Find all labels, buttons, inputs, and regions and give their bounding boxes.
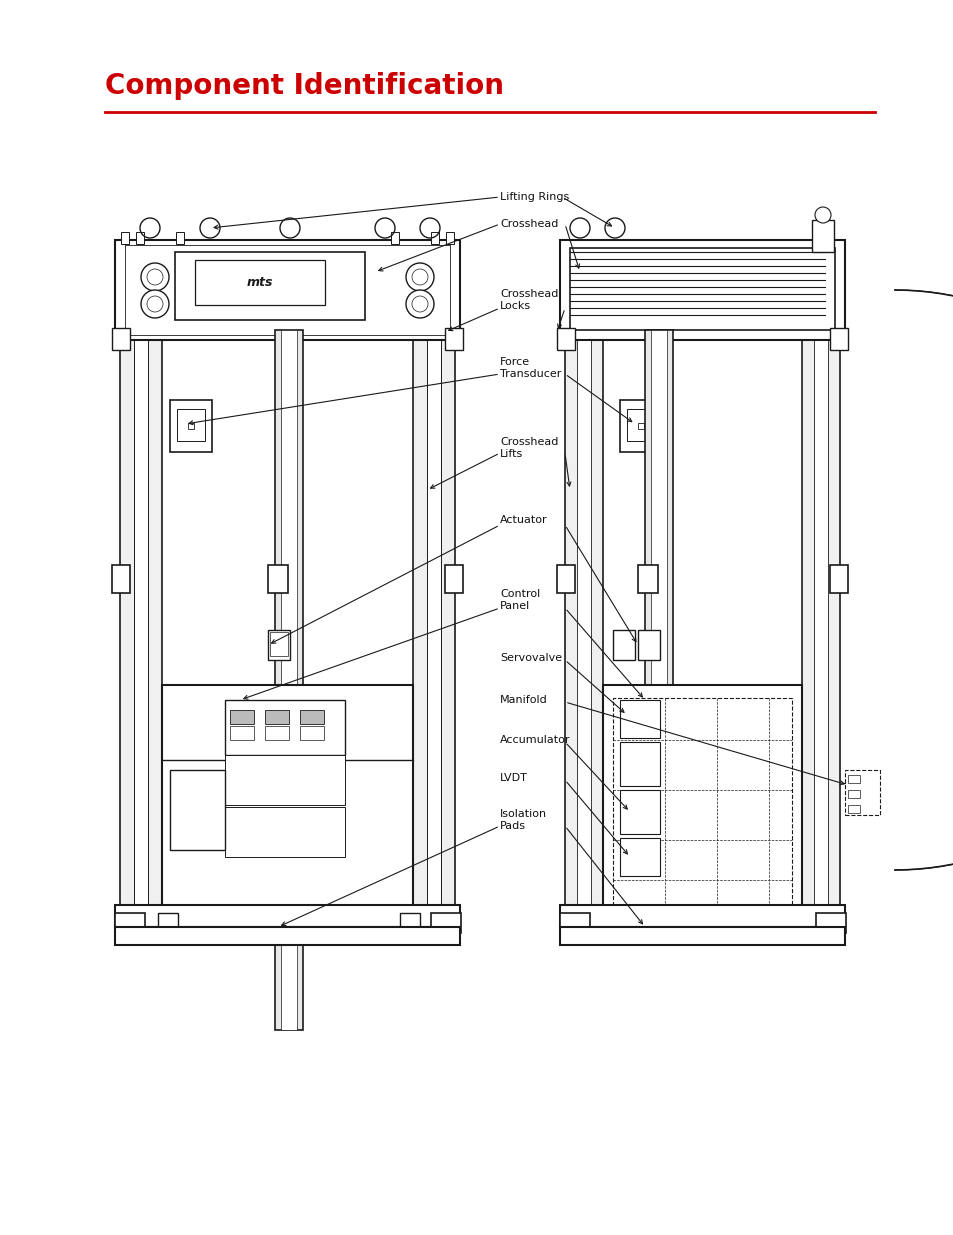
- Bar: [847, 776, 859, 783]
- Text: mts: mts: [247, 275, 273, 289]
- Bar: [281, 330, 296, 1030]
- Bar: [638, 564, 658, 593]
- Bar: [427, 335, 440, 930]
- Bar: [175, 232, 184, 245]
- Bar: [619, 400, 661, 452]
- Bar: [112, 564, 130, 593]
- Bar: [619, 742, 659, 785]
- Circle shape: [406, 263, 434, 291]
- Text: Crosshead
Locks: Crosshead Locks: [499, 289, 558, 311]
- Bar: [399, 913, 419, 932]
- Bar: [613, 630, 635, 659]
- Circle shape: [141, 290, 169, 317]
- Bar: [120, 335, 162, 930]
- Bar: [274, 330, 303, 1030]
- Bar: [115, 927, 459, 945]
- Bar: [602, 685, 801, 920]
- Text: Control
Panel: Control Panel: [499, 589, 539, 611]
- Bar: [638, 424, 643, 429]
- Bar: [270, 632, 288, 656]
- Bar: [174, 252, 365, 320]
- Text: LVDT: LVDT: [499, 773, 527, 783]
- Circle shape: [814, 207, 830, 224]
- Bar: [569, 248, 834, 330]
- Bar: [813, 335, 827, 930]
- Bar: [811, 220, 833, 252]
- Bar: [230, 710, 253, 724]
- Bar: [225, 755, 345, 805]
- Circle shape: [412, 269, 428, 285]
- Bar: [829, 329, 847, 350]
- Bar: [638, 630, 659, 659]
- Text: Manifold: Manifold: [499, 695, 547, 705]
- Bar: [225, 700, 345, 755]
- Text: Lifting Rings: Lifting Rings: [499, 191, 569, 203]
- Text: Isolation
Pads: Isolation Pads: [499, 809, 547, 831]
- Bar: [815, 913, 845, 932]
- Bar: [444, 564, 462, 593]
- Circle shape: [147, 269, 163, 285]
- Bar: [268, 564, 288, 593]
- Bar: [299, 726, 324, 740]
- Bar: [265, 726, 289, 740]
- Bar: [125, 245, 450, 335]
- Bar: [431, 913, 460, 932]
- Bar: [265, 710, 289, 724]
- Bar: [177, 409, 205, 441]
- Bar: [847, 790, 859, 798]
- Bar: [391, 232, 398, 245]
- Bar: [162, 685, 413, 910]
- Circle shape: [141, 263, 169, 291]
- Bar: [444, 329, 462, 350]
- Bar: [644, 330, 672, 781]
- Text: Crosshead
Lifts: Crosshead Lifts: [499, 437, 558, 458]
- Bar: [194, 261, 325, 305]
- Text: Component Identification: Component Identification: [105, 72, 503, 100]
- Bar: [115, 905, 459, 927]
- Circle shape: [412, 296, 428, 312]
- Bar: [844, 769, 879, 815]
- Bar: [557, 329, 575, 350]
- Bar: [112, 329, 130, 350]
- Bar: [619, 790, 659, 834]
- Circle shape: [406, 290, 434, 317]
- Text: Force
Transducer: Force Transducer: [499, 357, 560, 379]
- Bar: [626, 409, 655, 441]
- Bar: [577, 335, 590, 930]
- Bar: [564, 335, 602, 930]
- Bar: [446, 232, 454, 245]
- Bar: [268, 630, 290, 659]
- Bar: [115, 913, 145, 932]
- Bar: [829, 564, 847, 593]
- Bar: [619, 839, 659, 876]
- Text: Servovalve: Servovalve: [499, 653, 561, 663]
- Bar: [559, 927, 844, 945]
- Bar: [557, 564, 575, 593]
- Bar: [121, 232, 129, 245]
- Bar: [619, 700, 659, 739]
- Bar: [559, 913, 589, 932]
- Bar: [801, 335, 840, 930]
- Bar: [847, 805, 859, 813]
- Bar: [158, 913, 178, 932]
- Text: Actuator: Actuator: [499, 515, 547, 525]
- Bar: [230, 726, 253, 740]
- Text: Accumulator: Accumulator: [499, 735, 570, 745]
- Bar: [115, 240, 459, 340]
- Bar: [170, 769, 225, 850]
- Bar: [170, 400, 212, 452]
- Circle shape: [147, 296, 163, 312]
- Bar: [431, 232, 438, 245]
- Bar: [650, 330, 666, 781]
- Bar: [613, 698, 791, 908]
- Bar: [188, 424, 193, 429]
- Text: Crosshead: Crosshead: [499, 219, 558, 228]
- Bar: [136, 232, 144, 245]
- Bar: [225, 806, 345, 857]
- Bar: [299, 710, 324, 724]
- Bar: [413, 335, 455, 930]
- Bar: [559, 905, 844, 927]
- Bar: [559, 240, 844, 340]
- Bar: [133, 335, 148, 930]
